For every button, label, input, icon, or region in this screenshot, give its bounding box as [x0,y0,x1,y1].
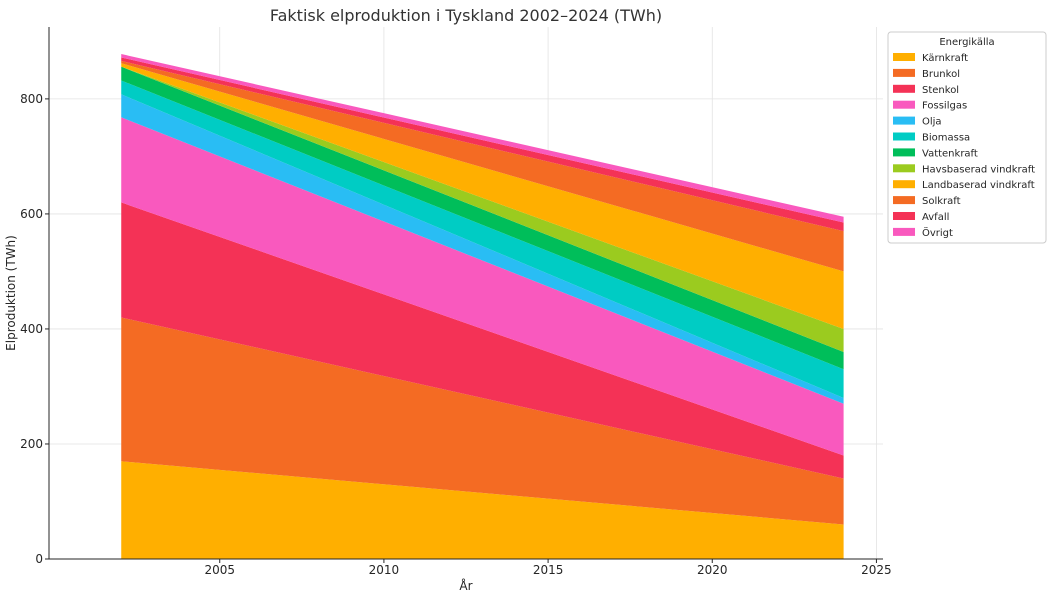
x-tick-label: 2010 [369,563,400,577]
legend-label: Biomassa [922,133,970,144]
legend-label: Fossilgas [922,101,967,112]
area-layer [121,54,844,559]
legend-item: Olja [893,116,942,128]
legend-swatch [893,227,915,236]
y-tick-label: 200 [20,437,43,451]
legend-item: Biomassa [893,132,970,144]
y-tick-label: 400 [20,322,43,336]
x-tick-label: 2025 [861,563,892,577]
legend-item: Havsbaserad vindkraft [893,164,1035,175]
area-solkraft [121,60,844,272]
legend-swatch [893,116,915,125]
area-avfall [121,57,844,232]
legend-item: Fossilgas [893,100,967,112]
legend-item: Vattenkraft [893,148,978,159]
area-övrigt [121,54,844,223]
legend-label: Landbaserad vindkraft [922,180,1035,191]
y-tick-label: 0 [35,552,43,566]
legend-label: Avfall [922,212,949,223]
legend-swatch [893,53,915,61]
legend-swatch [893,132,915,141]
x-tick-label: 2020 [697,563,728,577]
legend-item: Avfall [893,212,949,223]
area-fossilgas [121,117,844,456]
legend-swatch [893,164,915,173]
legend-swatch [893,68,915,77]
chart-title: Faktisk elproduktion i Tyskland 2002–202… [270,6,662,25]
legend-item: Övrigt [893,226,953,239]
legend-item: Solkraft [893,196,961,207]
legend-title: Energikälla [939,37,994,48]
area-landbaserad-vindkraft [121,63,844,329]
legend-label: Havsbaserad vindkraft [922,164,1035,175]
x-tick-label: 2015 [533,563,564,577]
legend: Energikälla Kärnkraft Brunkol Stenkol Fossi… [887,31,1047,244]
area-biomassa [121,80,844,398]
area-olja [121,94,844,404]
y-tick-label: 800 [20,92,43,106]
legend-label: Vattenkraft [922,148,978,159]
area-havsbaserad-vindkraft [121,66,844,352]
area-vattenkraft [121,66,844,370]
legend-label: Brunkol [922,69,960,80]
legend-item: Brunkol [893,68,960,80]
legend-label: Olja [922,117,942,128]
legend-item: Landbaserad vindkraft [893,180,1035,191]
legend-label: Övrigt [922,226,953,239]
area-kärnkraft [121,461,844,559]
legend-label: Kärnkraft [922,53,968,64]
x-axis-title: År [459,578,472,593]
legend-swatch [893,84,915,93]
legend-box [887,31,1047,244]
legend-swatch [893,148,915,157]
area-brunkol [121,317,844,525]
legend-label: Solkraft [922,196,961,207]
area-stenkol [121,202,844,479]
y-axis-title: Elproduktion (TWh) [4,235,18,351]
ticks: 2005 2010 2015 2020 2025 0 200 400 600 800 [20,92,892,577]
legend-item: Kärnkraft [893,53,968,64]
legend-item: Stenkol [893,84,959,96]
legend-swatch [893,100,915,109]
legend-swatch [893,196,915,205]
x-tick-label: 2005 [204,563,235,577]
legend-items: Kärnkraft Brunkol Stenkol Fossilgas Olja Biom… [893,53,1035,239]
legend-swatch [893,212,915,220]
legend-label: Stenkol [922,85,959,96]
y-tick-label: 600 [20,207,43,221]
axes [48,27,883,560]
legend-swatch [893,180,915,189]
